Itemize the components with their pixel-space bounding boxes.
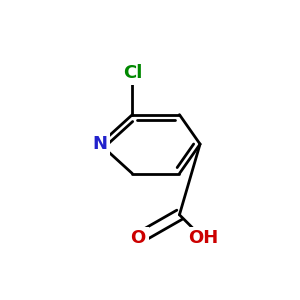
Text: N: N <box>92 135 107 153</box>
Text: Cl: Cl <box>123 64 142 82</box>
Text: O: O <box>130 229 146 247</box>
Text: OH: OH <box>188 229 218 247</box>
